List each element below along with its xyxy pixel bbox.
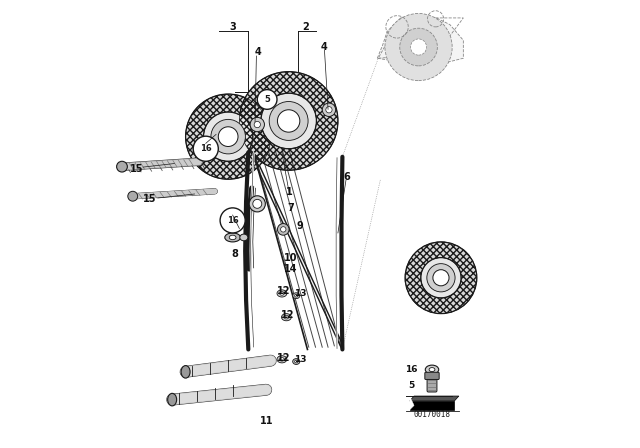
- Circle shape: [116, 161, 127, 172]
- Text: 4: 4: [255, 47, 262, 57]
- Polygon shape: [378, 18, 463, 64]
- Text: 2: 2: [302, 22, 308, 32]
- Ellipse shape: [292, 358, 300, 365]
- Ellipse shape: [294, 294, 298, 297]
- Text: 5: 5: [408, 381, 414, 390]
- Circle shape: [257, 90, 277, 109]
- Circle shape: [254, 121, 260, 128]
- Text: 1: 1: [286, 187, 293, 197]
- Text: 7: 7: [287, 203, 294, 213]
- Circle shape: [261, 93, 316, 149]
- Circle shape: [193, 136, 218, 161]
- Ellipse shape: [181, 366, 190, 378]
- Ellipse shape: [429, 367, 435, 372]
- Circle shape: [220, 208, 245, 233]
- Ellipse shape: [280, 292, 284, 295]
- Circle shape: [385, 13, 452, 81]
- Circle shape: [278, 110, 300, 132]
- Circle shape: [211, 120, 245, 154]
- Polygon shape: [410, 401, 454, 410]
- Polygon shape: [410, 396, 459, 401]
- Ellipse shape: [294, 360, 298, 363]
- Text: 13: 13: [294, 355, 306, 364]
- Circle shape: [249, 196, 266, 212]
- Circle shape: [323, 103, 336, 116]
- Circle shape: [433, 270, 449, 286]
- Text: 12: 12: [281, 310, 294, 320]
- Circle shape: [427, 263, 455, 292]
- Text: 3: 3: [229, 22, 236, 32]
- FancyBboxPatch shape: [425, 372, 439, 379]
- Text: 9: 9: [296, 221, 303, 231]
- Circle shape: [410, 39, 427, 55]
- Ellipse shape: [277, 356, 287, 363]
- Circle shape: [280, 227, 286, 232]
- Ellipse shape: [229, 235, 236, 240]
- Circle shape: [239, 72, 338, 170]
- Ellipse shape: [292, 293, 300, 298]
- Text: 8: 8: [232, 249, 238, 259]
- Circle shape: [186, 94, 271, 179]
- Text: 5: 5: [264, 95, 270, 104]
- Ellipse shape: [284, 315, 289, 319]
- Text: 12: 12: [277, 286, 291, 296]
- Circle shape: [128, 191, 138, 201]
- Text: 16: 16: [404, 365, 417, 374]
- Polygon shape: [410, 396, 414, 410]
- Circle shape: [421, 258, 461, 298]
- Text: 15: 15: [143, 194, 157, 204]
- Circle shape: [218, 127, 238, 146]
- Circle shape: [250, 117, 264, 132]
- Polygon shape: [253, 153, 342, 350]
- FancyBboxPatch shape: [427, 374, 437, 392]
- Text: 15: 15: [129, 164, 143, 174]
- Ellipse shape: [425, 365, 439, 374]
- Circle shape: [204, 112, 253, 161]
- Text: 11: 11: [259, 416, 273, 426]
- Ellipse shape: [225, 233, 241, 242]
- Circle shape: [269, 102, 308, 140]
- Text: 14: 14: [284, 264, 298, 274]
- Circle shape: [400, 28, 437, 66]
- Circle shape: [326, 107, 332, 113]
- Text: 6: 6: [344, 172, 350, 182]
- Text: 12: 12: [277, 353, 291, 363]
- Circle shape: [278, 224, 289, 235]
- Text: 00170018: 00170018: [413, 410, 451, 419]
- Ellipse shape: [282, 314, 291, 321]
- Ellipse shape: [280, 358, 284, 361]
- Text: 4: 4: [321, 42, 328, 52]
- Text: 16: 16: [227, 216, 239, 225]
- Ellipse shape: [277, 290, 287, 297]
- Ellipse shape: [168, 393, 177, 406]
- Text: 16: 16: [200, 144, 212, 153]
- Circle shape: [253, 199, 262, 208]
- Circle shape: [405, 242, 477, 314]
- Text: 10: 10: [284, 254, 298, 263]
- Ellipse shape: [240, 234, 248, 241]
- Text: 13: 13: [294, 289, 306, 298]
